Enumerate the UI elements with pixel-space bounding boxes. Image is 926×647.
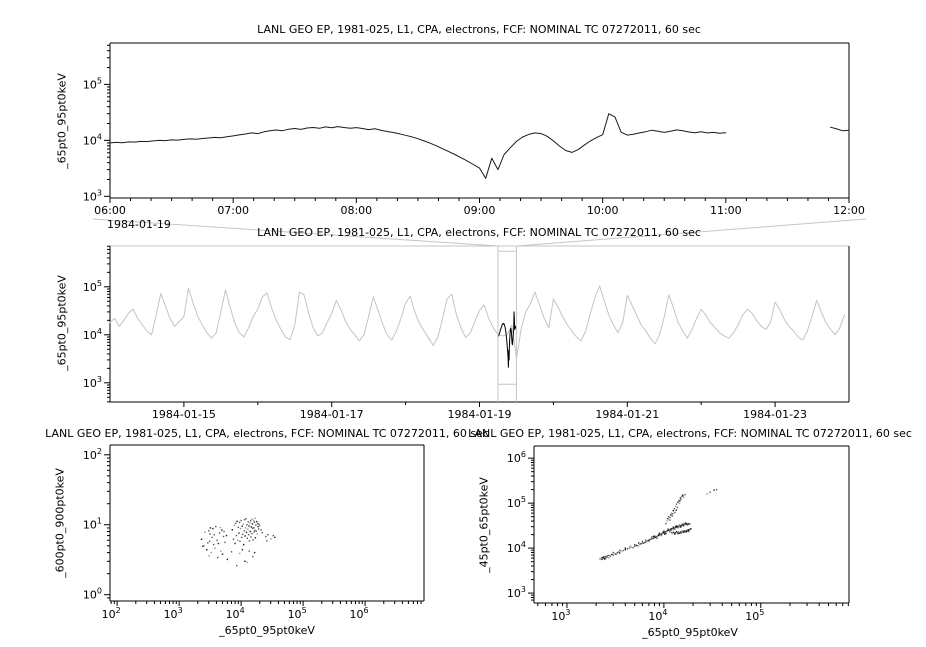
- svg-text:1984-01-21: 1984-01-21: [595, 408, 659, 421]
- top-plot-ylabel: _65pt0_95pt0keV: [55, 73, 69, 169]
- zoom-connector-lines: [92, 218, 867, 247]
- bottom-left-plot-xlabel: _65pt0_95pt0keV: [219, 624, 315, 637]
- svg-text:103: 103: [551, 608, 570, 623]
- svg-text:1984-01-19: 1984-01-19: [448, 408, 512, 421]
- scatter-45-65-xaxis: 103 104 105: [537, 603, 849, 623]
- bottom-right-plot-ylabel: _45pt0_65pt0keV: [477, 477, 491, 573]
- svg-text:1984-01-15: 1984-01-15: [152, 408, 216, 421]
- scatter-600-900-yaxis: 100 101 102: [83, 447, 110, 602]
- svg-text:1984-01-17: 1984-01-17: [300, 408, 364, 421]
- context-plot-yaxis: 103 104 105: [83, 245, 110, 403]
- top-plot-date-label: 1984-01-19: [107, 218, 171, 231]
- bottom-left-plot-ylabel: _600pt0_900pt0keV: [53, 468, 67, 578]
- top-plot-xaxis: 06:00 07:00 08:00 09:00 10:00 11:00 12:00: [94, 198, 865, 217]
- svg-text:105: 105: [83, 76, 102, 91]
- top-plot-area[interactable]: [110, 43, 849, 198]
- svg-text:101: 101: [83, 517, 102, 532]
- svg-text:106: 106: [350, 606, 369, 621]
- svg-text:11:00: 11:00: [710, 204, 742, 217]
- svg-text:106: 106: [507, 450, 526, 465]
- svg-text:07:00: 07:00: [217, 204, 249, 217]
- zoom-range-box[interactable]: [497, 246, 517, 402]
- svg-text:104: 104: [83, 327, 102, 342]
- svg-text:104: 104: [507, 540, 526, 555]
- svg-text:104: 104: [226, 606, 245, 621]
- svg-text:12:00: 12:00: [833, 204, 865, 217]
- svg-text:10:00: 10:00: [587, 204, 619, 217]
- bottom-left-plot-title: LANL GEO EP, 1981-025, L1, CPA, electron…: [45, 427, 489, 440]
- middle-plot-ylabel: _65pt0_95pt0keV: [55, 275, 69, 371]
- svg-text:105: 105: [83, 279, 102, 294]
- svg-text:104: 104: [648, 608, 667, 623]
- svg-text:104: 104: [83, 132, 102, 147]
- svg-text:103: 103: [83, 375, 102, 390]
- context-plot-series: [109, 285, 845, 368]
- svg-text:08:00: 08:00: [340, 204, 372, 217]
- svg-text:103: 103: [507, 585, 526, 600]
- bottom-right-plot-title: LANL GEO EP, 1981-025, L1, CPA, electron…: [468, 427, 912, 440]
- bottom-right-plot-xlabel: _65pt0_95pt0keV: [642, 626, 738, 639]
- svg-text:100: 100: [83, 587, 102, 602]
- top-plot-yaxis: 103 104 105: [83, 44, 110, 203]
- context-plot-xaxis: 1984-01-15 1984-01-17 1984-01-19 1984-01-21…: [152, 402, 807, 421]
- svg-text:06:00: 06:00: [94, 204, 126, 217]
- svg-text:105: 105: [507, 495, 526, 510]
- svg-text:102: 102: [83, 447, 102, 462]
- svg-text:102: 102: [102, 606, 121, 621]
- plot-frame: [109, 444, 425, 602]
- svg-text:105: 105: [288, 606, 307, 621]
- top-plot-series: [109, 113, 850, 179]
- svg-text:09:00: 09:00: [464, 204, 496, 217]
- scatter-600-900-area[interactable]: [110, 445, 424, 601]
- top-plot-title: LANL GEO EP, 1981-025, L1, CPA, electron…: [257, 23, 701, 36]
- middle-plot-title: LANL GEO EP, 1981-025, L1, CPA, electron…: [257, 226, 701, 239]
- svg-text:103: 103: [164, 606, 183, 621]
- scatter-600-900-points: [200, 517, 276, 567]
- svg-text:105: 105: [745, 608, 764, 623]
- scatter-45-65-points: [599, 488, 718, 561]
- scatter-600-900-xaxis: 102 103 104 105 106: [102, 601, 422, 621]
- scatter-45-65-area[interactable]: [534, 446, 849, 603]
- svg-text:1984-01-23: 1984-01-23: [743, 408, 807, 421]
- scatter-45-65-yaxis: 103 104 105 106: [507, 450, 534, 601]
- svg-text:103: 103: [83, 188, 102, 203]
